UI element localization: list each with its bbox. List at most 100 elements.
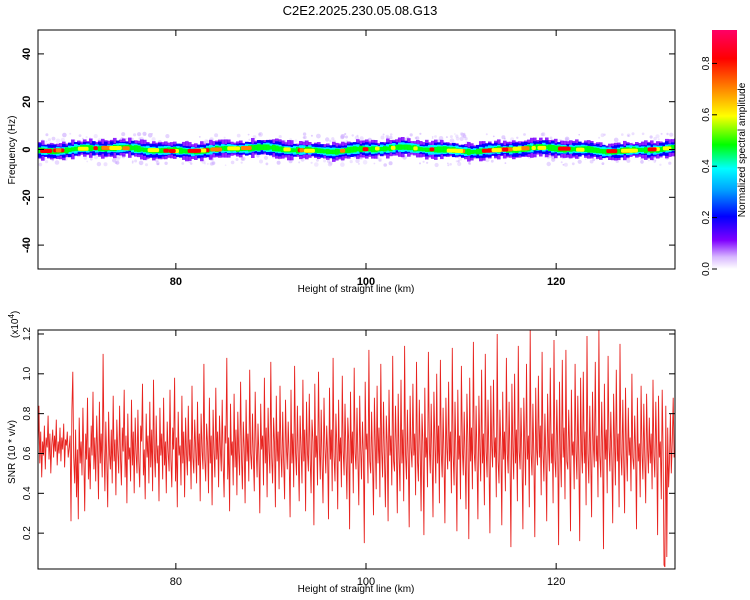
colorbar-tick-label: 0.0 — [701, 262, 712, 276]
band-cell — [317, 148, 321, 153]
halo-speckle — [47, 138, 52, 142]
band-cell — [266, 144, 270, 151]
x-tick-label: 120 — [547, 576, 565, 588]
spectrogram-heatmap — [38, 131, 675, 168]
halo-speckle — [248, 138, 251, 141]
halo-speckle — [137, 132, 142, 137]
halo-speckle — [96, 161, 102, 167]
halo-speckle — [345, 135, 348, 139]
halo-speckle — [240, 161, 243, 164]
halo-speckle — [640, 160, 644, 164]
halo-speckle — [351, 134, 354, 137]
band-cell — [371, 146, 375, 153]
halo-speckle — [382, 133, 385, 136]
colorbar-tick-label: 0.2 — [701, 210, 712, 224]
band-cell — [479, 148, 483, 154]
halo-speckle — [147, 133, 153, 138]
halo-speckle — [485, 157, 490, 163]
halo-speckle — [516, 136, 519, 139]
halo-speckle — [380, 135, 385, 140]
band-cell — [323, 149, 327, 154]
halo-speckle — [331, 137, 335, 141]
halo-speckle — [501, 135, 506, 140]
halo-speckle — [209, 162, 213, 166]
halo-speckle — [294, 139, 298, 143]
band-hotspot — [413, 146, 418, 151]
halo-speckle — [198, 136, 201, 138]
halo-speckle — [62, 132, 67, 138]
halo-speckle — [654, 159, 657, 162]
halo-speckle — [485, 133, 488, 136]
halo-speckle — [383, 163, 388, 167]
band-hotspot — [446, 148, 457, 153]
band-cell — [347, 147, 351, 154]
y-tick-label: -40 — [21, 237, 33, 253]
halo-speckle — [592, 158, 596, 162]
band-hotspot — [93, 146, 98, 151]
band-cell — [590, 146, 594, 153]
snr-series-line — [38, 330, 675, 568]
halo-speckle — [190, 162, 193, 165]
halo-speckle — [54, 160, 60, 165]
halo-speckle — [378, 157, 383, 162]
halo-speckle — [276, 160, 281, 165]
halo-speckle — [103, 162, 108, 167]
colorbar-tick-label: 0.4 — [701, 159, 712, 173]
band-cell — [140, 147, 144, 152]
band-cell — [257, 144, 261, 151]
y-tick-label: 0.4 — [22, 486, 33, 500]
band-hotspot — [55, 148, 62, 153]
band-cell — [290, 148, 294, 153]
halo-speckle — [134, 159, 138, 163]
halo-speckle — [541, 132, 546, 137]
band-hotspot — [491, 148, 502, 153]
x-tick-label: 100 — [357, 576, 375, 588]
band-cell — [158, 148, 162, 154]
band-cell — [332, 149, 336, 155]
halo-speckle — [93, 134, 98, 139]
halo-speckle — [69, 132, 72, 135]
halo-speckle — [563, 162, 568, 167]
halo-speckle — [41, 138, 44, 141]
band-cell — [380, 147, 384, 152]
band-cell — [395, 144, 399, 150]
band-cell — [335, 148, 339, 155]
halo-speckle — [256, 154, 260, 158]
halo-speckle — [388, 161, 393, 166]
band-hotspot — [304, 148, 315, 153]
colorbar-tick-label: 0.6 — [701, 107, 712, 121]
halo-speckle — [316, 158, 319, 162]
band-cell — [443, 146, 447, 153]
halo-speckle — [303, 135, 307, 140]
spectrogram-x-label: Height of straight line (km) — [298, 284, 415, 295]
halo-speckle — [659, 163, 662, 166]
band-cell — [344, 148, 348, 154]
band-cell — [587, 146, 591, 153]
halo-speckle — [328, 161, 333, 165]
band-cell — [185, 149, 189, 154]
spectrogram-y-label: Frequency (Hz) — [7, 116, 18, 185]
halo-speckle — [265, 162, 269, 166]
halo-speckle — [45, 133, 49, 137]
band-hotspot — [579, 147, 585, 152]
halo-speckle — [302, 136, 306, 139]
y-tick-label: 0.2 — [22, 526, 33, 540]
halo-speckle — [560, 161, 563, 164]
halo-speckle — [121, 132, 126, 137]
halo-speckle — [203, 141, 206, 144]
halo-speckle — [210, 161, 215, 166]
svg-text:(x104): (x104) — [7, 311, 21, 338]
band-cell — [383, 146, 387, 152]
band-hotspot — [283, 147, 291, 152]
band-cell — [584, 146, 588, 152]
halo-speckle — [621, 133, 624, 136]
spectrogram-y-ticks: -40 -20 0 20 40 — [21, 48, 675, 253]
halo-speckle — [240, 157, 244, 161]
halo-speckle — [131, 160, 134, 163]
band-cell — [179, 147, 183, 154]
halo-speckle — [86, 160, 89, 163]
snr-x-label: Height of straight line (km) — [298, 584, 415, 595]
band-cell — [353, 146, 357, 153]
halo-speckle — [44, 157, 47, 160]
band-cell — [326, 148, 330, 155]
